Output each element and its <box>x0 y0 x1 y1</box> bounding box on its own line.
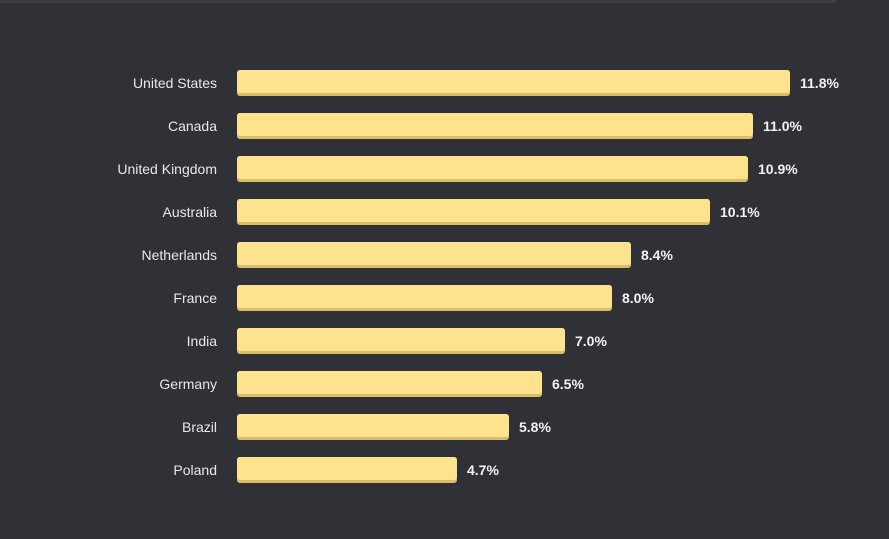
bar-united-kingdom[interactable] <box>237 156 748 182</box>
bar-fill-germany <box>237 371 542 394</box>
category-label-united-states: United States <box>133 75 217 91</box>
bar-fill-india <box>237 328 565 351</box>
value-label-australia: 10.1% <box>720 204 760 220</box>
category-labels: United States Canada United Kingdom Austral… <box>117 75 217 478</box>
bar-australia[interactable] <box>237 199 710 225</box>
bar-fill-canada <box>237 113 753 136</box>
category-label-france: France <box>173 290 217 306</box>
category-label-poland: Poland <box>173 462 217 478</box>
category-label-brazil: Brazil <box>182 419 217 435</box>
value-label-brazil: 5.8% <box>519 419 551 435</box>
value-label-united-kingdom: 10.9% <box>758 161 798 177</box>
bar-canada[interactable] <box>237 113 753 139</box>
bar-fill-united-kingdom <box>237 156 748 179</box>
bar-netherlands[interactable] <box>237 242 631 268</box>
category-label-australia: Australia <box>163 204 218 220</box>
bar-fill-united-states <box>237 70 790 93</box>
bar-fill-france <box>237 285 612 308</box>
category-label-canada: Canada <box>168 118 217 134</box>
bar-united-states[interactable] <box>237 70 790 96</box>
value-label-germany: 6.5% <box>552 376 584 392</box>
bar-fill-australia <box>237 199 710 222</box>
value-label-india: 7.0% <box>575 333 607 349</box>
bars <box>237 70 790 483</box>
bar-germany[interactable] <box>237 371 542 397</box>
bar-india[interactable] <box>237 328 565 354</box>
bar-fill-brazil <box>237 414 509 437</box>
value-label-france: 8.0% <box>622 290 654 306</box>
top-divider <box>0 0 836 3</box>
bar-fill-poland <box>237 457 457 480</box>
value-label-united-states: 11.8% <box>800 75 839 91</box>
category-label-united-kingdom: United Kingdom <box>117 161 217 177</box>
bar-fill-netherlands <box>237 242 631 265</box>
category-label-netherlands: Netherlands <box>142 247 218 263</box>
category-label-germany: Germany <box>159 376 217 392</box>
bar-brazil[interactable] <box>237 414 509 440</box>
value-label-canada: 11.0% <box>763 118 802 134</box>
bar-france[interactable] <box>237 285 612 311</box>
value-label-poland: 4.7% <box>467 462 499 478</box>
category-label-india: India <box>187 333 218 349</box>
value-labels: 11.8% 11.0% 10.9% 10.1% 8.4% 8.0% 7.0% 6.5% 5.8%… <box>467 75 839 478</box>
bar-poland[interactable] <box>237 457 457 483</box>
value-label-netherlands: 8.4% <box>641 247 673 263</box>
